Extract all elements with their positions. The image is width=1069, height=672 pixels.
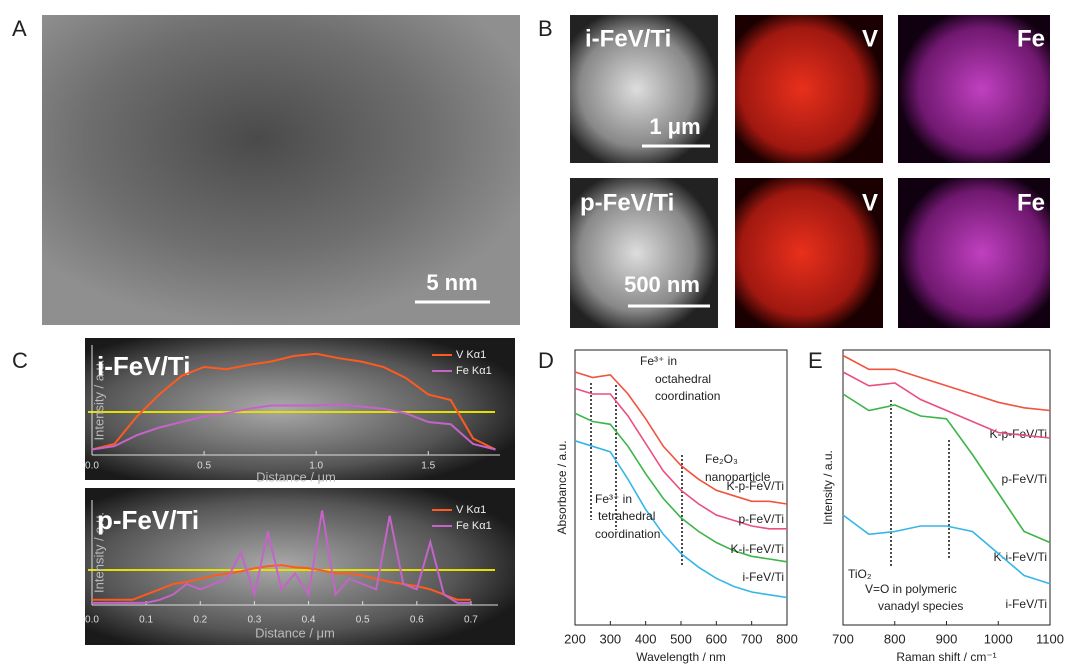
series-label: i-FeV/Ti [1005, 597, 1047, 611]
panel-label: A [12, 16, 27, 41]
figure: A B C D E 5 nm i-FeV/Ti V Fe 1 μm p-FeV/… [0, 0, 1069, 667]
series-line [843, 356, 1050, 411]
legend-label: Fe Kα1 [456, 365, 492, 377]
v-map [735, 15, 883, 163]
scale-bar-label: 5 nm [426, 270, 477, 295]
sample-label: p-FeV/Ti [580, 189, 674, 216]
annotation: Fe³⁺ in [595, 492, 632, 506]
x-tick-label: 0.0 [85, 615, 99, 626]
x-tick-label: 0.2 [193, 615, 207, 626]
annotation: octahedral [655, 372, 711, 386]
panel-label: B [538, 16, 553, 41]
annotation: coordination [655, 389, 720, 403]
x-tick-label: 800 [776, 631, 798, 646]
annotation: TiO₂ [848, 567, 872, 581]
legend-label: V Kα1 [456, 349, 486, 361]
x-tick-label: 1.5 [421, 461, 435, 472]
map-label: Fe [1017, 25, 1045, 52]
y-axis-label: Absorbance / a.u. [555, 440, 569, 534]
x-tick-label: 600 [705, 631, 727, 646]
y-axis-label: Intensity / a.u. [821, 450, 835, 525]
map-label: V [862, 189, 878, 216]
legend-label: V Kα1 [456, 504, 486, 516]
x-tick-label: 0.5 [356, 615, 370, 626]
legend-label: Fe Kα1 [456, 520, 492, 532]
scale-bar-label: 1 μm [649, 114, 700, 139]
x-tick-label: 0.0 [85, 461, 99, 472]
x-tick-label: 200 [564, 631, 586, 646]
series-line [575, 389, 787, 529]
x-axis-label: Wavelength / nm [636, 650, 726, 664]
x-tick-label: 300 [599, 631, 621, 646]
x-tick-label: 900 [936, 631, 958, 646]
panel-label: C [12, 348, 28, 373]
x-tick-label: 0.5 [197, 461, 211, 472]
annotation: tetrahedral [598, 509, 655, 523]
x-axis-label: Distance / μm [256, 469, 336, 484]
x-tick-label: 0.3 [247, 615, 261, 626]
x-tick-label: 1000 [984, 631, 1013, 646]
x-tick-label: 0.7 [464, 615, 478, 626]
series-label: i-FeV/Ti [742, 570, 784, 584]
x-axis-label: Raman shift / cm⁻¹ [896, 650, 996, 664]
annotation: nanoparticle [705, 470, 771, 484]
x-tick-label: 400 [635, 631, 657, 646]
annotation: vanadyl species [878, 599, 963, 613]
sample-label: i-FeV/Ti [585, 25, 671, 52]
x-tick-label: 1100 [1036, 631, 1064, 646]
panel-label: D [538, 348, 554, 373]
x-tick-label: 0.4 [302, 615, 316, 626]
x-tick-label: 500 [670, 631, 692, 646]
series-label: K-i-FeV/Ti [730, 542, 784, 556]
annotation: Fe₂O₃ [705, 452, 738, 466]
annotation: V=O in polymeric [865, 582, 957, 596]
v-map [735, 178, 883, 328]
sample-title: i-FeV/Ti [97, 351, 190, 381]
panel-label: E [808, 348, 823, 373]
map-label: V [862, 25, 878, 52]
x-tick-label: 700 [741, 631, 763, 646]
annotation: coordination [595, 527, 660, 541]
x-tick-label: 800 [884, 631, 906, 646]
annotation: Fe³⁺ in [640, 354, 677, 368]
series-label: p-FeV/Ti [738, 512, 784, 526]
x-tick-label: 700 [832, 631, 854, 646]
series-line [843, 394, 1050, 543]
x-tick-label: 0.1 [139, 615, 153, 626]
series-label: p-FeV/Ti [1001, 472, 1047, 486]
x-tick-label: 0.6 [410, 615, 424, 626]
x-axis-label: Distance / μm [255, 625, 335, 640]
scale-bar-label: 500 nm [624, 272, 700, 297]
map-label: Fe [1017, 189, 1045, 216]
sample-title: p-FeV/Ti [97, 505, 199, 535]
